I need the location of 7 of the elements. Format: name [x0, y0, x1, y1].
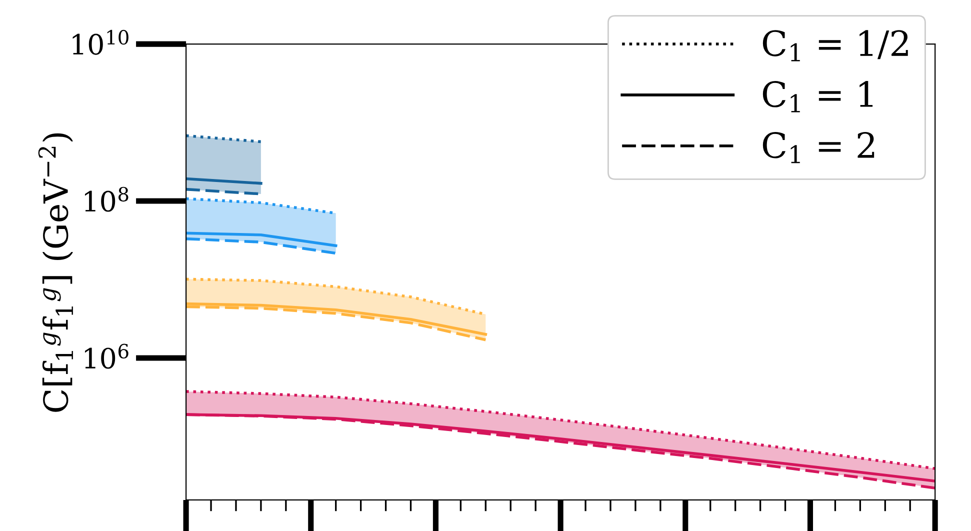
legend-label: C$_{1}$ = 2	[762, 132, 874, 164]
text: C[f$_{1}$$^{g}$f$_{1}$$^{g}$] (GeV$^{−2}$)	[38, 133, 73, 412]
legend-label: C$_{1}$ = 1/2	[762, 30, 908, 62]
y-tick-label: 10$^{6}$	[84, 344, 128, 369]
legend-label: C$_{1}$ = 1	[762, 81, 873, 112]
y-tick-label: 10$^{10}$	[72, 30, 128, 55]
y-tick-label: 10$^{8}$	[84, 186, 128, 212]
